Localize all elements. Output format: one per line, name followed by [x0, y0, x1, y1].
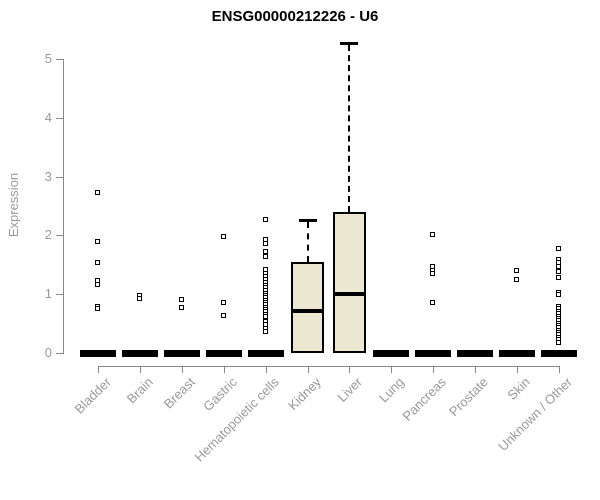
box-body [333, 211, 366, 353]
y-tick-label: 5 [44, 51, 52, 66]
outlier-point [556, 275, 561, 280]
x-axis-tick [559, 366, 560, 373]
y-tick-label: 2 [44, 227, 52, 242]
collapsed-box-bar [206, 350, 242, 357]
whisker-line [307, 222, 309, 263]
median-line [291, 308, 324, 313]
outlier-point [514, 268, 519, 273]
whisker-cap [299, 219, 317, 223]
y-axis-tick [56, 177, 64, 178]
x-axis-tick [433, 366, 434, 373]
outlier-point [430, 300, 435, 305]
collapsed-box-bar [457, 350, 493, 357]
y-axis-tick [56, 294, 64, 295]
outlier-point [137, 296, 142, 301]
outlier-point [263, 329, 268, 334]
x-axis-tick [140, 366, 141, 373]
outlier-point [430, 271, 435, 276]
x-axis-tick [182, 366, 183, 373]
y-tick-label: 3 [44, 169, 52, 184]
outlier-point [556, 246, 561, 251]
outlier-point [556, 264, 561, 269]
outlier-point [179, 305, 184, 310]
outlier-point [430, 232, 435, 237]
collapsed-box-bar [164, 350, 200, 357]
y-tick-label: 1 [44, 286, 52, 301]
outlier-point [221, 234, 226, 239]
y-axis-tick [56, 235, 64, 236]
y-tick-label: 0 [44, 345, 52, 360]
collapsed-box-bar [122, 350, 158, 357]
y-axis-tick [56, 118, 64, 119]
outlier-point [263, 217, 268, 222]
x-axis-tick [349, 366, 350, 373]
outlier-point [263, 254, 268, 259]
x-axis-line [98, 366, 560, 367]
x-axis-tick [266, 366, 267, 373]
outlier-point [95, 260, 100, 265]
y-axis-line [63, 59, 64, 354]
outlier-point [556, 269, 561, 274]
collapsed-box-bar [415, 350, 451, 357]
outlier-point [95, 190, 100, 195]
outlier-point [221, 300, 226, 305]
collapsed-box-bar [373, 350, 409, 357]
x-axis-tick [98, 366, 99, 373]
outlier-point [556, 340, 561, 345]
outlier-point [95, 282, 100, 287]
outlier-point [514, 277, 519, 282]
outlier-point [263, 241, 268, 246]
y-tick-label: 4 [44, 110, 52, 125]
x-axis-tick [224, 366, 225, 373]
whisker-cap [340, 42, 358, 46]
x-axis-tick [391, 366, 392, 373]
outlier-point [556, 292, 561, 297]
collapsed-box-bar [541, 350, 577, 357]
chart-title: ENSG00000212226 - U6 [211, 8, 379, 25]
outlier-point [95, 239, 100, 244]
y-axis-label: Expression [6, 172, 21, 238]
whisker-line [348, 45, 350, 212]
outlier-point [95, 306, 100, 311]
outlier-point [263, 249, 268, 254]
median-line [333, 292, 366, 297]
y-axis-tick [56, 59, 64, 60]
y-axis-tick [56, 353, 64, 354]
outlier-point [263, 314, 268, 319]
x-axis-tick [517, 366, 518, 373]
outlier-point [221, 313, 226, 318]
x-axis-tick [308, 366, 309, 373]
x-axis-tick [475, 366, 476, 373]
collapsed-box-bar [248, 350, 284, 357]
collapsed-box-bar [499, 350, 535, 357]
box-body [291, 262, 324, 353]
collapsed-box-bar [80, 350, 116, 357]
outlier-point [179, 297, 184, 302]
